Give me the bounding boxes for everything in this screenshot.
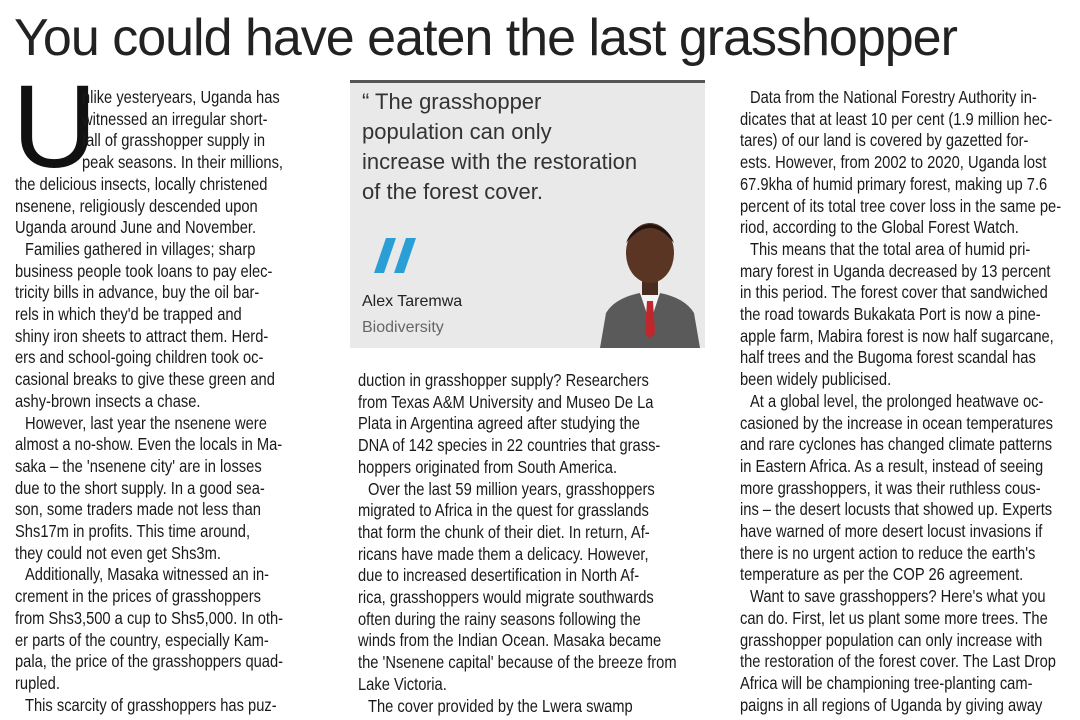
text-line: This scarcity of grasshoppers has puz- [25,694,277,715]
text-line: fall of grasshopper supply in [82,130,266,151]
text-line: Uganda around June and November. [15,217,257,238]
text-line: Want to save grasshoppers? Here's what y… [750,586,1046,607]
quote-line: of the forest cover. [362,179,543,204]
text-line: from Shs3,500 a cup to Shs5,000. In oth- [15,607,284,628]
pull-quote: Alex Taremwa Biodiversity “ The grasshop… [350,80,705,348]
column: nlike yesteryears, Uganda has witnessed a… [15,86,335,720]
quote-line: increase with the restoration [362,149,638,174]
quote-mark [394,238,416,273]
text-line: been widely publicised. [740,369,892,390]
text-line: witnessed an irregular short- [82,108,268,129]
column: Data from the National Forestry Authorit… [740,86,1080,720]
text-line: The cover provided by the Lwera swamp [368,695,633,716]
text-line: often during the rainy seasons following… [358,608,641,629]
text-line: DNA of 142 species in 22 countries that … [358,435,661,456]
text-line: there is no urgent action to reduce the … [740,542,1036,563]
text-line: Plata in Argentina agreed after studying… [358,413,640,434]
text-line: Over the last 59 million years, grasshop… [368,478,655,499]
text-line: can do. First, let us plant some more tr… [740,607,1048,628]
text-line: temperature as per the COP 26 agreement. [740,564,1024,585]
text-line: tares) of our land is covered by gazette… [740,130,1029,151]
text-line: This means that the total area of humid … [750,238,1031,259]
author-name: Alex Taremwa [362,293,463,310]
text-line: the delicious insects, locally christene… [15,173,268,194]
text-line: rels in which they'd be trapped and [15,304,242,324]
drop-cap: U [12,61,98,193]
text-line: duction in grasshopper supply? Researche… [358,370,649,390]
text-line: son, some traders made not less than [15,499,261,520]
text-line: due to the short supply. In a good sea- [15,477,265,498]
text-line: paigns in all regions of Uganda by givin… [740,694,1043,715]
text-line: casional breaks to give these green and [15,369,275,390]
text-line: rupled. [15,672,60,693]
text-line: migrated to Africa in the quest for gras… [358,500,649,521]
quote-line: population can only [362,119,552,144]
text-line: However, last year the nsenene were [25,412,267,433]
text-line: they could not even get Shs3m. [15,542,221,563]
text-line: hoppers originated from South America. [358,456,618,477]
text-line: grasshopper population can only increase… [740,629,1043,650]
text-line: pala, the price of the grasshoppers quad… [15,651,284,672]
text-line: from Texas A&M University and Museo De L… [358,391,654,412]
text-line: in Eastern Africa. As a result, instead … [740,455,1044,476]
text-line: have warned of more desert locust invasi… [740,521,1043,541]
text-line: casioned by the increase in ocean temper… [740,412,1053,433]
text-line: more grasshoppers, it was their ruthless… [740,477,1041,498]
text-line: 67.9kha of humid primary forest, making … [740,173,1048,194]
quote-mark [374,238,396,273]
text-line: nlike yesteryears, Uganda has [82,87,280,107]
text-line: dicates that at least 10 per cent (1.9 m… [740,108,1053,129]
text-line: that form the chunk of their diet. In re… [358,521,650,542]
text-line: rica, grasshoppers would migrate southwa… [358,587,654,607]
text-line: the road towards Bukakata Port is now a … [740,304,1041,324]
text-line: ests. However, from 2002 to 2020, Uganda… [740,152,1047,173]
author-role: Biodiversity [362,319,444,336]
headline: You could have eaten the last grasshoppe… [14,9,958,67]
text-line: Data from the National Forestry Authorit… [750,87,1037,107]
text-line: ins – the desert locusts that showed up.… [740,499,1053,520]
text-line: business people took loans to pay elec- [15,260,273,281]
text-line: mary forest in Uganda decreased by 13 pe… [740,260,1051,281]
text-line: saka – the 'nsenene city' are in losses [15,455,262,476]
text-line: Families gathered in villages; sharp [25,238,256,259]
text-line: ashy-brown insects a chase. [15,390,201,411]
text-line: winds from the Indian Ocean. Masaka beca… [358,630,662,651]
text-line: and rare cyclones has changed climate pa… [740,434,1053,455]
text-line: Shs17m in profits. This time around, [15,521,251,541]
text-line: percent of its total tree cover loss in … [740,195,1062,216]
quote-line: “ The grasshopper [362,89,542,114]
text-line: apple farm, Mabira forest is now half su… [740,325,1054,346]
text-line: the restoration of the forest cover. The… [740,651,1056,672]
text-line: riod, according to the Global Forest Wat… [740,217,1019,238]
text-line: the 'Nsenene capital' because of the bre… [358,652,677,673]
text-line: At a global level, the prolonged heatwav… [750,390,1044,411]
text-line: nsenene, religiously descended upon [15,195,258,216]
text-line: due to increased desertification in Nort… [358,565,640,586]
text-line: tricity bills in advance, buy the oil ba… [15,282,260,303]
text-line: peak seasons. In their millions, [82,152,284,173]
text-line: almost a no-show. Even the locals in Ma- [15,434,283,455]
text-line: crement in the prices of grasshoppers [15,586,261,607]
text-line: er parts of the country, especially Kam- [15,629,269,650]
text-line: in this period. The forest cover that sa… [740,282,1048,303]
text-line: Africa will be championing tree-planting… [740,672,1033,693]
text-line: ricans have made them a delicacy. Howeve… [358,543,649,564]
text-line: Additionally, Masaka witnessed an in- [25,564,270,585]
author-photo [600,223,700,348]
text-line: shiny iron sheets to attract them. Herd- [15,325,269,346]
text-line: Lake Victoria. [358,673,447,694]
quote-graphics [374,223,700,348]
column: duction in grasshopper supply? Researche… [358,369,703,720]
text-line: ers and school-going children took oc- [15,347,264,368]
text-line: half trees and the Bugoma forest scandal… [740,347,1036,368]
